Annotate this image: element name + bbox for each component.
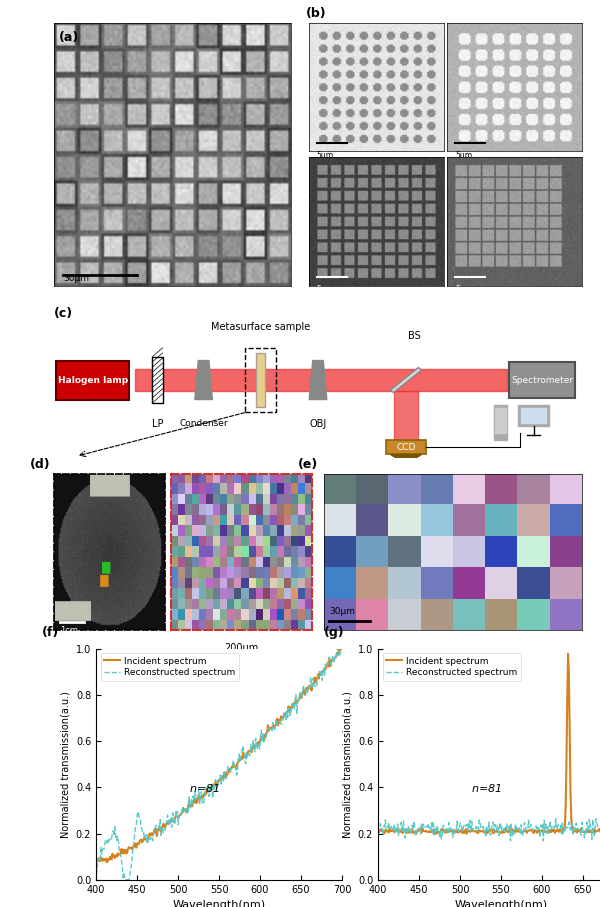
Reconstructed spectrum: [375, 825, 382, 836]
Incident spectrum: [565, 649, 572, 659]
Y-axis label: Normalized transmission(a.u.): Normalized transmission(a.u.): [342, 691, 352, 837]
Reconstructed spectrum: [316, 666, 323, 677]
Text: $n$=81: $n$=81: [190, 782, 220, 794]
Legend: Incident spectrum, Reconstructed spectrum: Incident spectrum, Reconstructed spectru…: [101, 653, 239, 681]
Incident spectrum: [301, 686, 308, 697]
Reconstructed spectrum: [301, 685, 308, 696]
Line: Reconstructed spectrum: Reconstructed spectrum: [378, 819, 600, 841]
Polygon shape: [521, 407, 546, 424]
Reconstructed spectrum: [525, 814, 532, 825]
Reconstructed spectrum: [239, 741, 246, 752]
Incident spectrum: [521, 825, 529, 836]
Text: CCD: CCD: [397, 443, 416, 452]
Bar: [152, 357, 163, 403]
Text: (b): (b): [306, 7, 326, 20]
Polygon shape: [195, 360, 212, 399]
Polygon shape: [496, 408, 506, 434]
Line: Incident spectrum: Incident spectrum: [96, 648, 342, 863]
Text: 1cm: 1cm: [60, 626, 78, 635]
Incident spectrum: [244, 748, 251, 759]
Reconstructed spectrum: [583, 829, 590, 840]
FancyBboxPatch shape: [509, 362, 575, 398]
Text: $n$=81: $n$=81: [472, 782, 502, 794]
Line: Incident spectrum: Incident spectrum: [378, 654, 600, 834]
Reconstructed spectrum: [121, 874, 128, 885]
Text: BS: BS: [409, 331, 421, 341]
Incident spectrum: [526, 825, 533, 836]
Reconstructed spectrum: [540, 835, 547, 846]
Text: (d): (d): [29, 458, 50, 472]
Incident spectrum: [239, 754, 246, 765]
Incident spectrum: [583, 824, 590, 835]
Reconstructed spectrum: [239, 743, 247, 754]
X-axis label: Wavelength(nm): Wavelength(nm): [454, 901, 548, 907]
Incident spectrum: [103, 857, 110, 868]
Incident spectrum: [338, 642, 346, 653]
Text: (a): (a): [59, 31, 79, 44]
Reconstructed spectrum: [244, 752, 251, 763]
Text: OBJ: OBJ: [310, 419, 326, 429]
Incident spectrum: [521, 826, 528, 837]
Polygon shape: [391, 454, 421, 457]
Polygon shape: [518, 405, 549, 426]
Incident spectrum: [316, 668, 323, 678]
Reconstructed spectrum: [592, 814, 599, 824]
Text: Halogen lamp: Halogen lamp: [58, 375, 128, 385]
Incident spectrum: [239, 747, 247, 758]
Incident spectrum: [375, 827, 382, 838]
Reconstructed spectrum: [599, 824, 600, 834]
Text: 5μm: 5μm: [317, 151, 334, 160]
Reconstructed spectrum: [92, 870, 100, 881]
Text: (g): (g): [324, 626, 344, 639]
X-axis label: Wavelength(nm): Wavelength(nm): [172, 901, 266, 907]
Text: 5μm: 5μm: [455, 151, 472, 160]
Text: (e): (e): [298, 458, 319, 472]
Incident spectrum: [92, 855, 100, 866]
Reconstructed spectrum: [521, 817, 528, 828]
Reconstructed spectrum: [520, 825, 527, 836]
FancyBboxPatch shape: [386, 440, 426, 454]
Bar: [256, 354, 265, 406]
Polygon shape: [309, 360, 327, 399]
Reconstructed spectrum: [338, 640, 346, 651]
Legend: Incident spectrum, Reconstructed spectrum: Incident spectrum, Reconstructed spectru…: [383, 653, 521, 681]
Line: Reconstructed spectrum: Reconstructed spectrum: [96, 646, 342, 880]
Text: Condenser: Condenser: [179, 419, 228, 428]
Incident spectrum: [374, 824, 382, 835]
Y-axis label: Normalized transmission(a.u.): Normalized transmission(a.u.): [60, 691, 70, 837]
Text: LP: LP: [152, 419, 163, 429]
Text: 200μm: 200μm: [224, 643, 259, 653]
Text: 30μm: 30μm: [329, 608, 355, 617]
Incident spectrum: [412, 829, 419, 840]
Text: 5μm: 5μm: [455, 285, 472, 294]
Incident spectrum: [93, 856, 100, 867]
Reconstructed spectrum: [93, 867, 100, 878]
Text: (c): (c): [54, 307, 73, 319]
Text: 30μm: 30μm: [63, 274, 89, 283]
Text: Metasurface sample: Metasurface sample: [211, 322, 310, 332]
Text: Spectrometer: Spectrometer: [511, 375, 574, 385]
Text: 5μm: 5μm: [317, 285, 334, 294]
Incident spectrum: [599, 826, 600, 837]
Polygon shape: [494, 405, 507, 440]
Bar: [245, 348, 276, 412]
FancyBboxPatch shape: [56, 360, 129, 399]
Polygon shape: [391, 367, 422, 393]
Reconstructed spectrum: [374, 822, 382, 833]
Text: (f): (f): [42, 626, 59, 639]
